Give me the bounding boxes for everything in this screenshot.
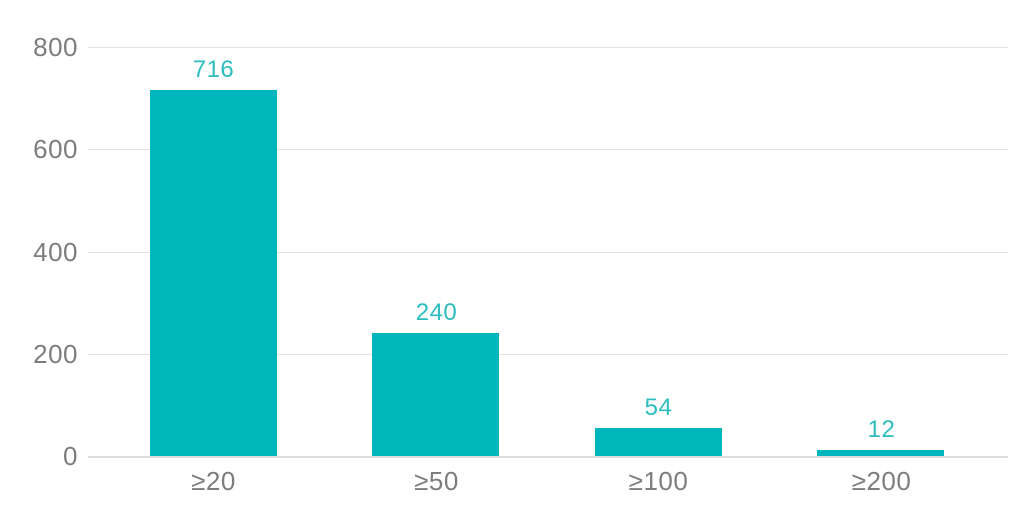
bar-value-label-≥20: 716 <box>192 56 235 83</box>
y-axis-tick-label-600: 600 <box>33 134 78 164</box>
bar-≥100 <box>595 428 722 456</box>
y-axis-tick-label-800: 800 <box>33 32 78 62</box>
x-axis-category-label-≥50: ≥50 <box>414 466 459 496</box>
bar-≥20 <box>150 90 277 456</box>
x-axis-category-label-≥20: ≥20 <box>191 466 236 496</box>
y-axis-tick-label-400: 400 <box>33 237 78 267</box>
y-axis-tick-label-200: 200 <box>33 339 78 369</box>
y-axis-tick-label-0: 0 <box>63 441 78 471</box>
gridline-y-800 <box>88 47 1008 48</box>
bar-≥50 <box>372 333 499 456</box>
gridline-y-200 <box>88 354 1008 355</box>
x-axis-category-label-≥200: ≥200 <box>851 466 912 496</box>
bar-value-label-≥200: 12 <box>867 416 896 443</box>
bar-value-label-≥100: 54 <box>644 394 673 421</box>
gridline-y-400 <box>88 252 1008 253</box>
x-axis-baseline <box>88 456 1008 458</box>
bar-≥200 <box>817 450 944 456</box>
bar-value-label-≥50: 240 <box>415 299 458 326</box>
x-axis-category-label-≥100: ≥100 <box>628 466 689 496</box>
gridline-y-600 <box>88 149 1008 150</box>
